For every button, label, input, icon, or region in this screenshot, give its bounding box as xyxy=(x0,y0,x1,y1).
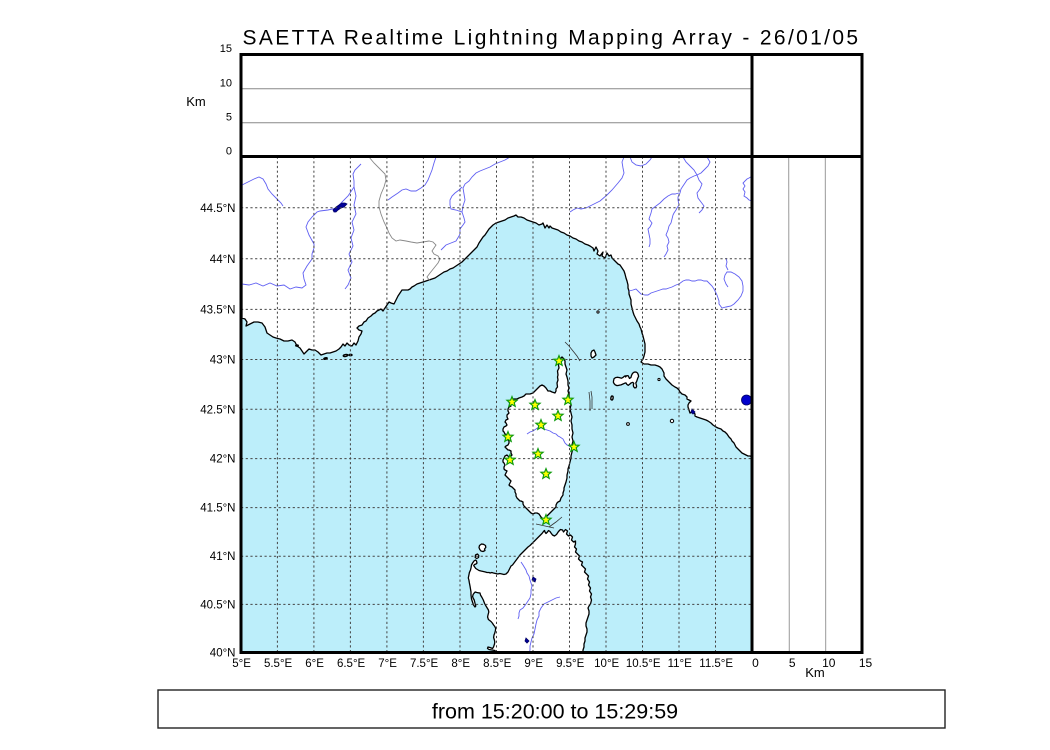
svg-text:5.5°E: 5.5°E xyxy=(264,658,293,670)
svg-text:from 15:20:00 to 15:29:59: from 15:20:00 to 15:29:59 xyxy=(432,700,678,724)
svg-text:8.5°E: 8.5°E xyxy=(483,658,512,670)
svg-text:15: 15 xyxy=(220,43,232,55)
svg-text:10: 10 xyxy=(220,77,232,89)
svg-text:5: 5 xyxy=(226,112,232,124)
svg-text:15: 15 xyxy=(859,656,873,670)
svg-text:Km: Km xyxy=(805,665,825,680)
svg-text:11.5°E: 11.5°E xyxy=(699,658,733,670)
svg-text:8°E: 8°E xyxy=(451,658,470,670)
svg-text:SAETTA Realtime Lightning Mapp: SAETTA Realtime Lightning Mapping Array … xyxy=(243,26,861,49)
svg-text:40°N: 40°N xyxy=(210,647,236,659)
svg-text:42.5°N: 42.5°N xyxy=(200,404,235,416)
svg-text:10°E: 10°E xyxy=(594,658,619,670)
svg-text:6°E: 6°E xyxy=(305,658,324,670)
svg-text:44.5°N: 44.5°N xyxy=(200,203,235,215)
svg-text:7.5°E: 7.5°E xyxy=(410,658,439,670)
svg-text:11°E: 11°E xyxy=(668,658,693,670)
svg-text:10: 10 xyxy=(822,656,836,670)
svg-text:6.5°E: 6.5°E xyxy=(337,658,366,670)
svg-text:9°E: 9°E xyxy=(524,658,543,670)
svg-text:5: 5 xyxy=(789,656,796,670)
svg-text:10.5°E: 10.5°E xyxy=(626,658,661,670)
svg-text:41.5°N: 41.5°N xyxy=(200,503,235,515)
svg-text:44°N: 44°N xyxy=(210,254,236,266)
svg-text:41°N: 41°N xyxy=(210,551,236,563)
svg-text:42°N: 42°N xyxy=(210,454,236,466)
svg-text:40.5°N: 40.5°N xyxy=(200,599,235,611)
svg-text:9.5°E: 9.5°E xyxy=(556,658,585,670)
svg-text:0: 0 xyxy=(752,656,759,670)
svg-text:43°N: 43°N xyxy=(210,355,236,367)
svg-text:5°E: 5°E xyxy=(232,658,251,670)
svg-text:43.5°N: 43.5°N xyxy=(200,304,235,316)
svg-text:7°E: 7°E xyxy=(378,658,397,670)
svg-text:Km: Km xyxy=(186,94,206,109)
svg-text:0: 0 xyxy=(226,146,232,158)
